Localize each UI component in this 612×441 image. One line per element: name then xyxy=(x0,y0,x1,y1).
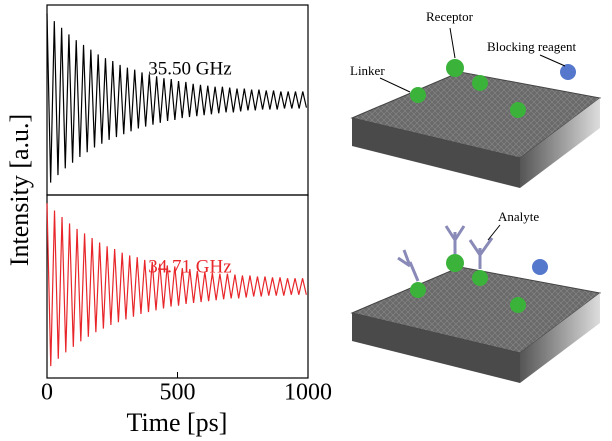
diagram-label: Blocking reagent xyxy=(487,39,577,54)
x-tick-label: 0 xyxy=(41,380,53,406)
annotation: 35.50 GHz xyxy=(148,58,231,79)
x-tick-label: 500 xyxy=(160,380,196,406)
y-axis-label: Intensity [a.u.] xyxy=(5,114,34,266)
x-tick-label: 1000 xyxy=(284,380,332,406)
diagram-bottom xyxy=(350,224,602,383)
annotation: 34.71 GHz xyxy=(148,256,231,277)
diagram-label: Linker xyxy=(350,63,385,78)
diagram-top xyxy=(350,27,602,188)
data-line xyxy=(46,13,308,183)
diagram-label: Receptor xyxy=(426,9,474,24)
x-axis-label: Time [ps] xyxy=(127,408,228,437)
plot-frame xyxy=(46,4,309,196)
data-line xyxy=(46,203,307,367)
diagram-label: Analyte xyxy=(498,209,539,224)
